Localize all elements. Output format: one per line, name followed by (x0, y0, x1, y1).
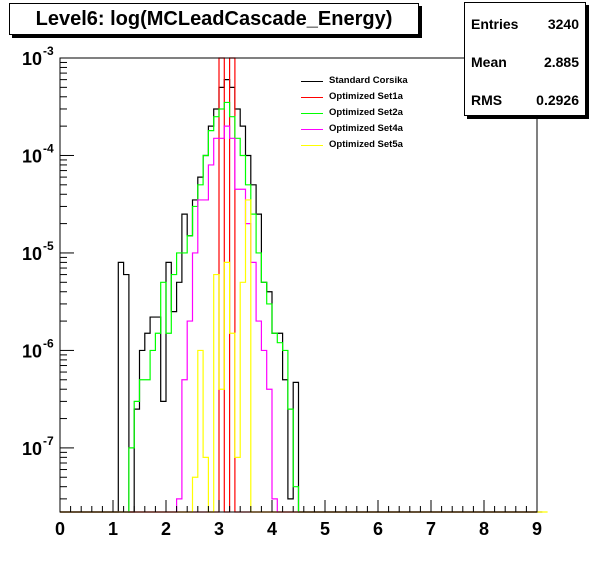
x-tick-label: 0 (55, 519, 65, 539)
plot-frame (59, 57, 538, 513)
stats-rms-value: 0.2926 (536, 92, 579, 108)
x-tick-label: 4 (267, 519, 277, 539)
legend-swatch (301, 113, 323, 114)
stats-mean-value: 2.885 (543, 54, 579, 70)
x-tick-label: 7 (426, 519, 436, 539)
stats-entries-value: 3240 (547, 16, 579, 32)
x-tick-label: 1 (108, 519, 118, 539)
series-line-3 (60, 125, 543, 513)
legend-swatch (301, 145, 323, 146)
y-tick-label: 10 (22, 341, 42, 361)
title-box: Level6: log(MCLeadCascade_Energy) (9, 3, 419, 35)
x-tick-label: 8 (479, 519, 489, 539)
x-tick-label: 3 (214, 519, 224, 539)
stats-entries-row: Entries 3240 (471, 16, 579, 36)
y-tick-label: 10 (22, 49, 42, 69)
legend-label: Standard Corsika (329, 75, 408, 86)
series-line-2 (60, 101, 543, 513)
y-tick-label-exponent: -6 (43, 336, 54, 350)
legend-item-set2a: Optimized Set2a (297, 106, 432, 120)
y-tick-label: 10 (22, 439, 42, 459)
legend-swatch (301, 81, 323, 82)
stats-rms-row: RMS 0.2926 (471, 92, 579, 112)
legend-label: Optimized Set2a (329, 107, 403, 118)
stats-mean-row: Mean 2.885 (471, 54, 579, 74)
legend-label: Optimized Set1a (329, 91, 403, 102)
y-tick-label-exponent: -7 (43, 434, 54, 448)
legend-item-set5a: Optimized Set5a (297, 138, 432, 152)
x-tick-label: 6 (373, 519, 383, 539)
legend-swatch (301, 97, 323, 98)
chart-title: Level6: log(MCLeadCascade_Energy) (35, 8, 393, 30)
y-tick-label-exponent: -4 (43, 141, 54, 155)
x-tick-label: 5 (320, 519, 330, 539)
stats-box: Entries 3240 Mean 2.885 RMS 0.2926 (464, 2, 586, 116)
stats-entries-label: Entries (471, 16, 519, 32)
y-tick-label: 10 (22, 146, 42, 166)
legend: Standard Corsika Optimized Set1a Optimiz… (297, 72, 432, 154)
series-line-4 (60, 199, 548, 513)
legend-label: Optimized Set5a (329, 139, 403, 150)
legend-item-standard-corsika: Standard Corsika (297, 74, 432, 88)
legend-item-set1a: Optimized Set1a (297, 90, 432, 104)
legend-item-set4a: Optimized Set4a (297, 122, 432, 136)
legend-swatch (301, 129, 323, 130)
y-tick-label-exponent: -3 (43, 44, 54, 58)
legend-label: Optimized Set4a (329, 123, 403, 134)
x-tick-label: 2 (161, 519, 171, 539)
y-tick-label: 10 (22, 244, 42, 264)
stats-rms-label: RMS (471, 92, 503, 108)
stats-mean-label: Mean (471, 54, 507, 70)
x-tick-label: 9 (532, 519, 542, 539)
y-tick-label-exponent: -5 (43, 239, 54, 253)
